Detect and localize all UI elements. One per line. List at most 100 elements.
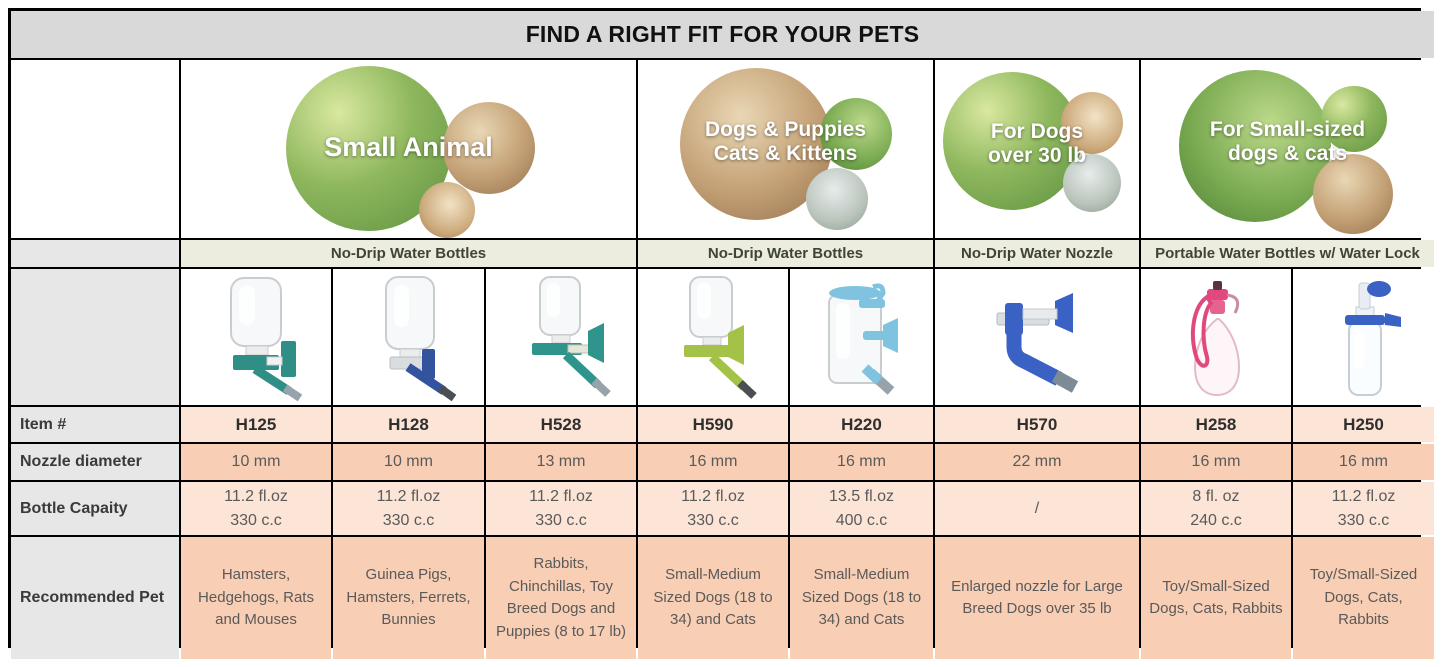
product-row-label-cell xyxy=(11,269,179,405)
pet-text: Toy/Small-Sized Dogs, Cats, Rabbits xyxy=(1309,566,1418,629)
capacity-cc: 330 c.c xyxy=(382,511,435,529)
pet-text: Hamsters, Hedgehogs, Rats and Mouses xyxy=(198,566,314,629)
capacity-cc: 330 c.c xyxy=(687,511,739,529)
type-label-no-drip-bottles-2: No-Drip Water Bottles xyxy=(638,240,933,267)
capacity-h125: 11.2 fl.oz 330 c.c xyxy=(181,482,331,535)
nozzle-diameter-h250: 16 mm xyxy=(1293,444,1434,480)
nozzle-diameter-h220: 16 mm xyxy=(790,444,933,480)
capacity-cc: 330 c.c xyxy=(535,511,587,529)
pet-text: Rabbits, Chinchillas, Toy Breed Dogs and… xyxy=(495,555,627,640)
recommended-pet-h528: Rabbits, Chinchillas, Toy Breed Dogs and… xyxy=(486,537,636,659)
bottle-illustration xyxy=(827,283,898,395)
comparison-table: FIND A RIGHT FIT FOR YOUR PETS Small Ani… xyxy=(8,8,1434,659)
capacity-h220: 13.5 fl.oz 400 c.c xyxy=(790,482,933,535)
capacity-oz: 11.2 fl.oz xyxy=(376,488,441,506)
photo-cluster: Dogs & Puppies Cats & Kittens xyxy=(638,60,933,238)
page-title: FIND A RIGHT FIT FOR YOUR PETS xyxy=(11,11,1434,58)
capacity-oz: 13.5 fl.oz xyxy=(829,488,894,506)
capacity-cc: 400 c.c xyxy=(835,511,888,529)
pet-text: Small-Medium Sized Dogs (18 to 34) and C… xyxy=(801,566,922,629)
category-photo-large-dogs: For Dogs over 30 lb xyxy=(935,60,1139,238)
capacity-oz: 11.2 fl.oz xyxy=(224,488,288,506)
photo-caption: For Dogs over 30 lb xyxy=(987,120,1087,168)
photo-circle-chihuahua xyxy=(1179,70,1331,222)
product-image-h250 xyxy=(1293,269,1434,405)
bottle-illustration xyxy=(532,276,611,397)
capacity-oz: 8 fl. oz xyxy=(1192,488,1240,506)
photo-caption: For Small-sized dogs & cats xyxy=(1209,118,1366,166)
type-label-no-drip-bottles-1: No-Drip Water Bottles xyxy=(181,240,636,267)
capacity-h128: 11.2 fl.oz 330 c.c xyxy=(333,482,484,535)
category-photo-dogs-cats: Dogs & Puppies Cats & Kittens xyxy=(638,60,933,238)
capacity-h250: 11.2 fl.oz 330 c.c xyxy=(1293,482,1434,535)
item-number-h220: H220 xyxy=(790,407,933,442)
category-photo-small-dogs-cats: For Small-sized dogs & cats xyxy=(1141,60,1434,238)
pet-text: Toy/Small-Sized Dogs, Cats, Rabbits xyxy=(1149,577,1283,618)
nozzle-diameter-h128: 10 mm xyxy=(333,444,484,480)
photo-circle-kitten xyxy=(820,98,892,170)
capacity-h258: 8 fl. oz 240 c.c xyxy=(1141,482,1291,535)
bottle-illustration xyxy=(230,277,303,401)
item-number-h128: H128 xyxy=(333,407,484,442)
type-label-no-drip-nozzle: No-Drip Water Nozzle xyxy=(935,240,1139,267)
item-number-h250: H250 xyxy=(1293,407,1434,442)
nozzle-illustration xyxy=(996,293,1079,393)
nozzle-diameter-h125: 10 mm xyxy=(181,444,331,480)
item-number-h590: H590 xyxy=(638,407,788,442)
type-label-portable-bottles: Portable Water Bottles w/ Water Lock xyxy=(1141,240,1434,267)
bottle-illustration xyxy=(384,276,456,401)
capacity-oz: 11.2 fl.oz xyxy=(529,488,593,506)
bottle-illustration xyxy=(684,276,757,399)
bottle-illustration xyxy=(1344,281,1401,396)
product-image-h590 xyxy=(638,269,788,405)
product-image-h528 xyxy=(486,269,636,405)
recommended-pet-h128: Guinea Pigs, Hamsters, Ferrets, Bunnies xyxy=(333,537,484,659)
category-photo-small-animal: Small Animal xyxy=(181,60,636,238)
pet-text: Enlarged nozzle for Large Breed Dogs ove… xyxy=(951,577,1123,618)
bottle-illustration xyxy=(1190,281,1241,397)
photo-circle-small-dog xyxy=(806,168,868,230)
product-image-h258 xyxy=(1141,269,1291,405)
capacity-oz: / xyxy=(1034,499,1040,517)
photo-circle-golden-puppy xyxy=(943,72,1081,210)
nozzle-diameter-h570: 22 mm xyxy=(935,444,1139,480)
recommended-pet-h250: Toy/Small-Sized Dogs, Cats, Rabbits xyxy=(1293,537,1434,659)
item-number-h570: H570 xyxy=(935,407,1139,442)
photo-circle-spaniel xyxy=(1313,154,1393,234)
row-label-nozzle: Nozzle diameter xyxy=(11,444,179,480)
capacity-cc: 240 c.c xyxy=(1190,511,1242,529)
photo-cluster: For Dogs over 30 lb xyxy=(935,60,1139,238)
photo-circle-guinea-pig xyxy=(443,102,535,194)
item-number-h125: H125 xyxy=(181,407,331,442)
product-image-h570 xyxy=(935,269,1139,405)
product-image-h220 xyxy=(790,269,933,405)
capacity-h570: / xyxy=(935,482,1139,535)
recommended-pet-h570: Enlarged nozzle for Large Breed Dogs ove… xyxy=(935,537,1139,659)
capacity-cc: 330 c.c xyxy=(230,511,282,529)
photo-cluster: For Small-sized dogs & cats xyxy=(1141,60,1434,238)
type-row-label-cell xyxy=(11,240,179,267)
product-image-h125 xyxy=(181,269,331,405)
pet-text: Small-Medium Sized Dogs (18 to 34) and C… xyxy=(653,566,773,629)
capacity-h528: 11.2 fl.oz 330 c.c xyxy=(486,482,636,535)
recommended-pet-h220: Small-Medium Sized Dogs (18 to 34) and C… xyxy=(790,537,933,659)
photo-cluster: Small Animal xyxy=(181,60,636,238)
photo-caption: Dogs & Puppies Cats & Kittens xyxy=(704,118,867,166)
recommended-pet-h590: Small-Medium Sized Dogs (18 to 34) and C… xyxy=(638,537,788,659)
capacity-cc: 330 c.c xyxy=(1337,511,1390,529)
pet-text: Guinea Pigs, Hamsters, Ferrets, Bunnies xyxy=(346,566,471,629)
item-number-h258: H258 xyxy=(1141,407,1291,442)
photo-circle-orange-kitten xyxy=(1321,86,1387,152)
item-number-h528: H528 xyxy=(486,407,636,442)
photo-circle-collie xyxy=(1063,154,1121,212)
row-label-item: Item # xyxy=(11,407,179,442)
recommended-pet-h125: Hamsters, Hedgehogs, Rats and Mouses xyxy=(181,537,331,659)
nozzle-diameter-h258: 16 mm xyxy=(1141,444,1291,480)
photo-circle-hamster xyxy=(419,182,475,238)
photo-corner-cell xyxy=(11,60,179,238)
photo-caption: Small Animal xyxy=(324,132,493,162)
capacity-h590: 11.2 fl.oz 330 c.c xyxy=(638,482,788,535)
nozzle-diameter-h590: 16 mm xyxy=(638,444,788,480)
recommended-pet-h258: Toy/Small-Sized Dogs, Cats, Rabbits xyxy=(1141,537,1291,659)
